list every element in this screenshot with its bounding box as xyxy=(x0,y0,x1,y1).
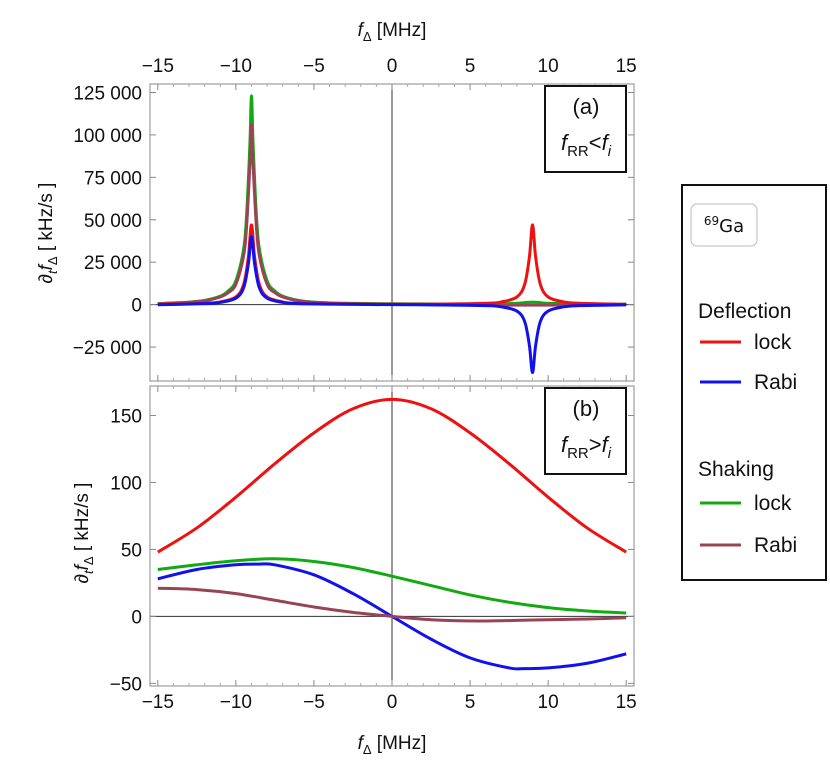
panel-a: −15 −10 −5 0 5 10 15 −25 000 0 25 000 50 000 75 000… xyxy=(73,56,637,382)
y-tick-label: 50 xyxy=(121,540,142,561)
y-tick-label: 75 000 xyxy=(84,168,142,189)
y-tick-label: 0 xyxy=(131,296,142,317)
y-tick-label: 25 000 xyxy=(84,253,142,274)
x-tick-label-bottom: −5 xyxy=(303,692,325,713)
panel-a-tag: (a) xyxy=(573,94,600,119)
legend-label-deflection-rabi: Rabi xyxy=(754,371,797,394)
top-axis-title: fΔ [MHz] xyxy=(358,20,427,44)
y-tick-label: 50 000 xyxy=(84,211,142,232)
y-tick-label: 100 xyxy=(110,473,142,494)
x-tick-label-top: 5 xyxy=(465,56,476,77)
bottom-axis-title: fΔ [MHz] xyxy=(358,733,427,757)
x-tick-label-bottom: 5 xyxy=(465,692,476,713)
series-shaking-lock xyxy=(157,557,627,615)
panel-b-label-box xyxy=(544,387,627,475)
legend-label-shaking-rabi: Rabi xyxy=(754,534,797,557)
panel-b-curves xyxy=(157,397,627,671)
series-deflection-rabi xyxy=(157,235,627,375)
y-tick-label: 125 000 xyxy=(73,83,142,104)
legend: 69Ga Deflection lock Rabi Shaking lock R… xyxy=(681,184,827,581)
legend-label-shaking-lock: lock xyxy=(754,492,792,515)
legend-group-shaking: Shaking xyxy=(698,458,774,481)
panel-a-curves xyxy=(157,94,627,375)
y-axis-title-b: ∂tfΔ [ kHz/s ] xyxy=(72,483,96,584)
y-tick-label: 150 xyxy=(110,406,142,427)
x-tick-label-top: −10 xyxy=(220,56,252,77)
series-deflection-lock xyxy=(157,397,627,554)
y-tick-label: −25 000 xyxy=(73,338,142,359)
y-tick-label: 0 xyxy=(131,607,142,628)
x-tick-label-bottom: 0 xyxy=(387,692,398,713)
panel-a-label-box xyxy=(544,85,627,173)
y-axis-title-a: ∂tfΔ [ kHz/s ] xyxy=(36,183,60,284)
x-tick-label-top: 15 xyxy=(616,56,637,77)
y-tick-label: 100 000 xyxy=(73,126,142,147)
x-tick-label-bottom: 15 xyxy=(616,692,637,713)
panel-b-condition: fRR>fi xyxy=(561,432,612,462)
y-tick-label: −50 xyxy=(110,674,142,695)
legend-group-deflection: Deflection xyxy=(698,300,791,323)
legend-label-deflection-lock: lock xyxy=(754,331,792,354)
panel-a-condition: fRR<fi xyxy=(561,130,612,160)
series-shaking-rabi xyxy=(157,586,627,623)
series-shaking-rabi xyxy=(157,123,627,307)
x-tick-label-bottom: 10 xyxy=(538,692,559,713)
x-tick-label-top: 10 xyxy=(538,56,559,77)
isotope-badge xyxy=(690,203,758,247)
panel-b-tag: (b) xyxy=(573,396,600,421)
x-tick-label-top: −5 xyxy=(303,56,325,77)
isotope-label: 69Ga xyxy=(704,214,744,237)
x-tick-label-bottom: −15 xyxy=(142,692,174,713)
panel-a-ticks: −15 −10 −5 0 5 10 15 −25 000 0 25 000 50 000 75 000… xyxy=(73,56,637,381)
x-tick-label-top: 0 xyxy=(387,56,398,77)
x-tick-label-top: −15 xyxy=(142,56,174,77)
x-tick-label-bottom: −10 xyxy=(220,692,252,713)
